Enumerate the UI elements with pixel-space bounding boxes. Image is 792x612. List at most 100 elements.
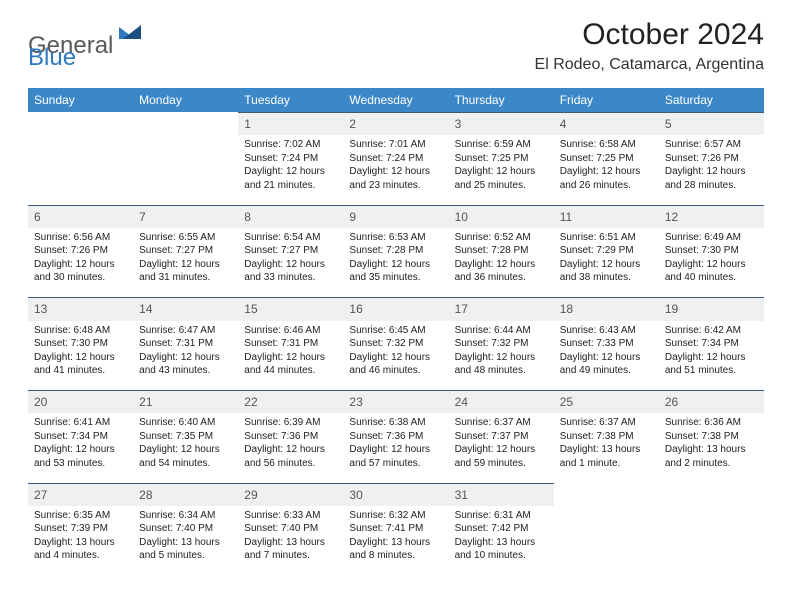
sunset-line: Sunset: 7:27 PM bbox=[244, 244, 337, 258]
day-content-cell: Sunrise: 6:34 AMSunset: 7:40 PMDaylight:… bbox=[133, 506, 238, 576]
sunset-line: Sunset: 7:24 PM bbox=[244, 152, 337, 166]
day-number-cell: 22 bbox=[238, 391, 343, 414]
day-number-cell: 9 bbox=[343, 205, 448, 228]
day-content-cell: Sunrise: 6:49 AMSunset: 7:30 PMDaylight:… bbox=[659, 228, 764, 298]
day-number-cell: 17 bbox=[449, 298, 554, 321]
sunrise-line: Sunrise: 6:32 AM bbox=[349, 509, 442, 523]
daylight-line: Daylight: 12 hours and 28 minutes. bbox=[665, 165, 758, 192]
day-content-cell: Sunrise: 6:33 AMSunset: 7:40 PMDaylight:… bbox=[238, 506, 343, 576]
sunset-line: Sunset: 7:26 PM bbox=[34, 244, 127, 258]
sunset-line: Sunset: 7:42 PM bbox=[455, 522, 548, 536]
day-content-cell: Sunrise: 6:47 AMSunset: 7:31 PMDaylight:… bbox=[133, 321, 238, 391]
daylight-line: Daylight: 12 hours and 43 minutes. bbox=[139, 351, 232, 378]
daylight-line: Daylight: 12 hours and 59 minutes. bbox=[455, 443, 548, 470]
day-number-cell: 18 bbox=[554, 298, 659, 321]
sunrise-line: Sunrise: 6:42 AM bbox=[665, 324, 758, 338]
sunrise-line: Sunrise: 6:37 AM bbox=[455, 416, 548, 430]
day-content-cell: Sunrise: 6:36 AMSunset: 7:38 PMDaylight:… bbox=[659, 413, 764, 483]
sunset-line: Sunset: 7:36 PM bbox=[244, 430, 337, 444]
day-content-cell: Sunrise: 6:35 AMSunset: 7:39 PMDaylight:… bbox=[28, 506, 133, 576]
sunrise-line: Sunrise: 6:37 AM bbox=[560, 416, 653, 430]
month-title: October 2024 bbox=[535, 18, 764, 52]
daylight-line: Daylight: 12 hours and 48 minutes. bbox=[455, 351, 548, 378]
sunrise-line: Sunrise: 6:51 AM bbox=[560, 231, 653, 245]
daylight-line: Daylight: 12 hours and 40 minutes. bbox=[665, 258, 758, 285]
day-header: Tuesday bbox=[238, 88, 343, 113]
sunset-line: Sunset: 7:36 PM bbox=[349, 430, 442, 444]
sunrise-line: Sunrise: 6:54 AM bbox=[244, 231, 337, 245]
sunrise-line: Sunrise: 7:02 AM bbox=[244, 138, 337, 152]
day-content-cell: Sunrise: 6:46 AMSunset: 7:31 PMDaylight:… bbox=[238, 321, 343, 391]
sunset-line: Sunset: 7:34 PM bbox=[665, 337, 758, 351]
sunset-line: Sunset: 7:41 PM bbox=[349, 522, 442, 536]
daylight-line: Daylight: 13 hours and 8 minutes. bbox=[349, 536, 442, 563]
daylight-line: Daylight: 12 hours and 21 minutes. bbox=[244, 165, 337, 192]
day-content-cell: Sunrise: 6:37 AMSunset: 7:37 PMDaylight:… bbox=[449, 413, 554, 483]
day-number-cell: 7 bbox=[133, 205, 238, 228]
day-number-cell: 11 bbox=[554, 205, 659, 228]
daylight-line: Daylight: 12 hours and 25 minutes. bbox=[455, 165, 548, 192]
day-number-cell: 13 bbox=[28, 298, 133, 321]
day-number-cell: 23 bbox=[343, 391, 448, 414]
day-number-cell: 31 bbox=[449, 483, 554, 506]
day-header: Thursday bbox=[449, 88, 554, 113]
day-number-row: 13141516171819 bbox=[28, 298, 764, 321]
sunset-line: Sunset: 7:28 PM bbox=[349, 244, 442, 258]
sunset-line: Sunset: 7:27 PM bbox=[139, 244, 232, 258]
day-content-cell: Sunrise: 6:32 AMSunset: 7:41 PMDaylight:… bbox=[343, 506, 448, 576]
sunset-line: Sunset: 7:37 PM bbox=[455, 430, 548, 444]
sunset-line: Sunset: 7:28 PM bbox=[455, 244, 548, 258]
day-number-cell: 3 bbox=[449, 113, 554, 136]
day-content-cell: Sunrise: 6:56 AMSunset: 7:26 PMDaylight:… bbox=[28, 228, 133, 298]
day-number-row: 12345 bbox=[28, 113, 764, 136]
day-number-cell: 2 bbox=[343, 113, 448, 136]
sunset-line: Sunset: 7:30 PM bbox=[34, 337, 127, 351]
daylight-line: Daylight: 12 hours and 49 minutes. bbox=[560, 351, 653, 378]
daylight-line: Daylight: 13 hours and 5 minutes. bbox=[139, 536, 232, 563]
daylight-line: Daylight: 12 hours and 51 minutes. bbox=[665, 351, 758, 378]
day-content-cell bbox=[133, 135, 238, 205]
day-number-cell bbox=[28, 113, 133, 136]
day-header: Sunday bbox=[28, 88, 133, 113]
location: El Rodeo, Catamarca, Argentina bbox=[535, 56, 764, 74]
day-content-cell bbox=[28, 135, 133, 205]
sunset-line: Sunset: 7:25 PM bbox=[455, 152, 548, 166]
sunset-line: Sunset: 7:25 PM bbox=[560, 152, 653, 166]
daylight-line: Daylight: 13 hours and 1 minute. bbox=[560, 443, 653, 470]
sunset-line: Sunset: 7:40 PM bbox=[244, 522, 337, 536]
day-number-cell: 27 bbox=[28, 483, 133, 506]
sunset-line: Sunset: 7:32 PM bbox=[455, 337, 548, 351]
daylight-line: Daylight: 12 hours and 57 minutes. bbox=[349, 443, 442, 470]
title-block: October 2024 El Rodeo, Catamarca, Argent… bbox=[535, 18, 764, 74]
day-number-cell: 19 bbox=[659, 298, 764, 321]
day-number-cell: 12 bbox=[659, 205, 764, 228]
day-number-cell: 1 bbox=[238, 113, 343, 136]
sunset-line: Sunset: 7:35 PM bbox=[139, 430, 232, 444]
logo-text-blue: Blue bbox=[28, 44, 76, 72]
sunrise-line: Sunrise: 6:48 AM bbox=[34, 324, 127, 338]
day-header: Wednesday bbox=[343, 88, 448, 113]
calendar-table: SundayMondayTuesdayWednesdayThursdayFrid… bbox=[28, 88, 764, 576]
sunset-line: Sunset: 7:32 PM bbox=[349, 337, 442, 351]
daylight-line: Daylight: 12 hours and 30 minutes. bbox=[34, 258, 127, 285]
sunset-line: Sunset: 7:38 PM bbox=[560, 430, 653, 444]
sunrise-line: Sunrise: 6:44 AM bbox=[455, 324, 548, 338]
day-number-cell: 29 bbox=[238, 483, 343, 506]
day-content-cell: Sunrise: 7:02 AMSunset: 7:24 PMDaylight:… bbox=[238, 135, 343, 205]
day-number-cell bbox=[554, 483, 659, 506]
daylight-line: Daylight: 12 hours and 38 minutes. bbox=[560, 258, 653, 285]
sunrise-line: Sunrise: 6:57 AM bbox=[665, 138, 758, 152]
day-content-cell: Sunrise: 6:45 AMSunset: 7:32 PMDaylight:… bbox=[343, 321, 448, 391]
daylight-line: Daylight: 12 hours and 35 minutes. bbox=[349, 258, 442, 285]
day-number-cell: 26 bbox=[659, 391, 764, 414]
sunset-line: Sunset: 7:29 PM bbox=[560, 244, 653, 258]
day-number-cell: 25 bbox=[554, 391, 659, 414]
sunset-line: Sunset: 7:30 PM bbox=[665, 244, 758, 258]
day-content-cell: Sunrise: 6:31 AMSunset: 7:42 PMDaylight:… bbox=[449, 506, 554, 576]
day-content-cell bbox=[659, 506, 764, 576]
day-content-cell: Sunrise: 6:38 AMSunset: 7:36 PMDaylight:… bbox=[343, 413, 448, 483]
sunrise-line: Sunrise: 6:59 AM bbox=[455, 138, 548, 152]
day-number-cell: 5 bbox=[659, 113, 764, 136]
sunrise-line: Sunrise: 6:38 AM bbox=[349, 416, 442, 430]
day-content-cell: Sunrise: 6:53 AMSunset: 7:28 PMDaylight:… bbox=[343, 228, 448, 298]
